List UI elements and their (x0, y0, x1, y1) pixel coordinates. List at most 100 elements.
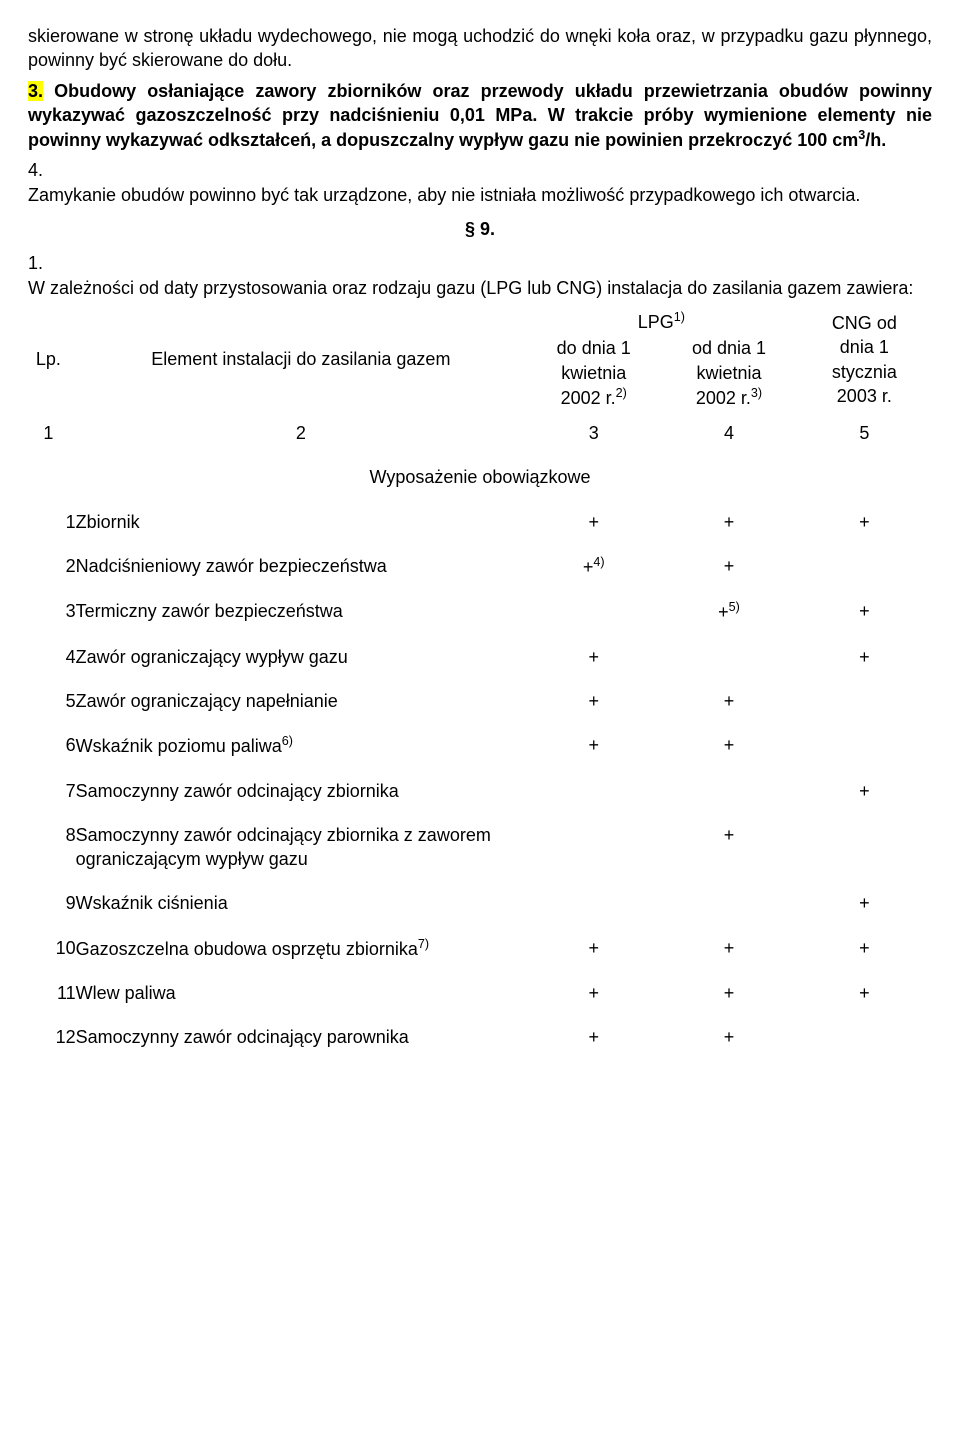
table-row: 12Samoczynny zawór odcinający parownika+… (28, 1015, 932, 1059)
cell-col3 (526, 589, 661, 634)
cell-col3-sup: 4) (593, 555, 604, 569)
cell-lp: 2 (28, 544, 76, 589)
cell-name: Wlew paliwa (76, 971, 526, 1015)
cell-col5: + (797, 881, 932, 925)
cell-lp: 9 (28, 881, 76, 925)
cell-col5: + (797, 500, 932, 544)
cell-name: Zawór ograniczający napełnianie (76, 679, 526, 723)
hdr-lp: Lp. (28, 308, 76, 411)
cell-name: Samoczynny zawór odcinający parownika (76, 1015, 526, 1059)
cell-col5: + (797, 635, 932, 679)
cell-col3: + (526, 635, 661, 679)
table-row: 5Zawór ograniczający napełnianie++ (28, 679, 932, 723)
hdr-cng-l3: stycznia (832, 362, 897, 382)
header-row-1: Lp. Element instalacji do zasilania gaze… (28, 308, 932, 335)
hdr-col3-sup: 2) (616, 386, 627, 400)
colnum-1: 1 (28, 411, 76, 455)
hdr-col3-l3: 2002 r. (561, 388, 616, 408)
cell-col4: +5) (661, 589, 796, 634)
paragraph-4-num: 4. (28, 158, 932, 182)
cell-name: Samoczynny zawór odcinający zbiornika (76, 769, 526, 813)
cell-col5 (797, 679, 932, 723)
cell-col4: + (661, 813, 796, 882)
cell-name-sup: 6) (282, 734, 293, 748)
table-row: 6Wskaźnik poziomu paliwa6)++ (28, 723, 932, 768)
section-9: § 9. (28, 217, 932, 241)
hdr-lpg-text: LPG (638, 312, 674, 332)
paragraph-3: 3. Obudowy osłaniające zawory zbiorników… (28, 79, 932, 153)
cell-lp: 10 (28, 926, 76, 971)
cell-col3: + (526, 1015, 661, 1059)
cell-lp: 4 (28, 635, 76, 679)
equipment-table: Lp. Element instalacji do zasilania gaze… (28, 308, 932, 1060)
cell-name: Wskaźnik poziomu paliwa6) (76, 723, 526, 768)
cell-col4 (661, 769, 796, 813)
cell-lp: 5 (28, 679, 76, 723)
hdr-cng-l2: dnia 1 (840, 337, 889, 357)
hdr-cng: CNG od dnia 1 stycznia 2003 r. (797, 308, 932, 411)
table-row: 1Zbiornik+++ (28, 500, 932, 544)
table-row: 7Samoczynny zawór odcinający zbiornika + (28, 769, 932, 813)
cell-col4 (661, 635, 796, 679)
hdr-col4-sup: 3) (751, 386, 762, 400)
cell-col3: + (526, 500, 661, 544)
colnum-3: 3 (526, 411, 661, 455)
hdr-element: Element instalacji do zasilania gazem (76, 308, 526, 411)
cell-col4 (661, 881, 796, 925)
hdr-col4-l2: kwietnia (696, 363, 761, 383)
colnum-2: 2 (76, 411, 526, 455)
cell-col3: + (526, 723, 661, 768)
cell-col5: + (797, 769, 932, 813)
hdr-lpg: LPG1) (526, 308, 797, 335)
cell-col5 (797, 723, 932, 768)
cell-lp: 7 (28, 769, 76, 813)
cell-col5 (797, 544, 932, 589)
cell-col3 (526, 881, 661, 925)
cell-lp: 8 (28, 813, 76, 882)
cell-name-sup: 7) (418, 937, 429, 951)
cell-lp: 11 (28, 971, 76, 1015)
column-number-row: 1 2 3 4 5 (28, 411, 932, 455)
cell-col3: + (526, 679, 661, 723)
paragraph-1-num: 1. (28, 251, 932, 275)
cell-col5: + (797, 971, 932, 1015)
paragraph-continuation: skierowane w stronę układu wydechowego, … (28, 24, 932, 73)
cell-lp: 12 (28, 1015, 76, 1059)
colnum-4: 4 (661, 411, 796, 455)
paragraph-4-text: Zamykanie obudów powinno być tak urządzo… (28, 183, 932, 207)
equipment-header: Wyposażenie obowiązkowe (28, 455, 932, 499)
table-row: 11Wlew paliwa+++ (28, 971, 932, 1015)
equipment-header-row: Wyposażenie obowiązkowe (28, 455, 932, 499)
cell-col3: + (526, 926, 661, 971)
hdr-cng-l4: 2003 r. (837, 386, 892, 406)
cell-name: Gazoszczelna obudowa osprzętu zbiornika7… (76, 926, 526, 971)
cell-name: Termiczny zawór bezpieczeństwa (76, 589, 526, 634)
cell-col5 (797, 813, 932, 882)
cell-lp: 1 (28, 500, 76, 544)
cell-col4: + (661, 500, 796, 544)
cell-col4-sup: 5) (729, 600, 740, 614)
hdr-col4-l1: od dnia 1 (692, 338, 766, 358)
hdr-col4-l3: 2002 r. (696, 388, 751, 408)
hdr-col3-l2: kwietnia (561, 363, 626, 383)
table-row: 3Termiczny zawór bezpieczeństwa+5)+ (28, 589, 932, 634)
cell-col3 (526, 813, 661, 882)
cell-name: Samoczynny zawór odcinający zbiornika z … (76, 813, 526, 882)
cell-col4: + (661, 679, 796, 723)
table-row: 8Samoczynny zawór odcinający zbiornika z… (28, 813, 932, 882)
paragraph-1-text: W zależności od daty przystosowania oraz… (28, 276, 932, 300)
cell-col4: + (661, 723, 796, 768)
hdr-col3-l1: do dnia 1 (557, 338, 631, 358)
cell-col3 (526, 769, 661, 813)
p2-text: Obudowy osłaniające zawory zbiorników or… (28, 81, 932, 151)
cell-col5: + (797, 589, 932, 634)
hdr-col3: do dnia 1 kwietnia 2002 r.2) (526, 335, 661, 411)
cell-col3: +4) (526, 544, 661, 589)
cell-col3: + (526, 971, 661, 1015)
table-row: 2Nadciśnieniowy zawór bezpieczeństwa+4)+ (28, 544, 932, 589)
cell-name: Nadciśnieniowy zawór bezpieczeństwa (76, 544, 526, 589)
cell-name: Zbiornik (76, 500, 526, 544)
cell-col4: + (661, 926, 796, 971)
cell-name: Zawór ograniczający wypływ gazu (76, 635, 526, 679)
cell-lp: 6 (28, 723, 76, 768)
